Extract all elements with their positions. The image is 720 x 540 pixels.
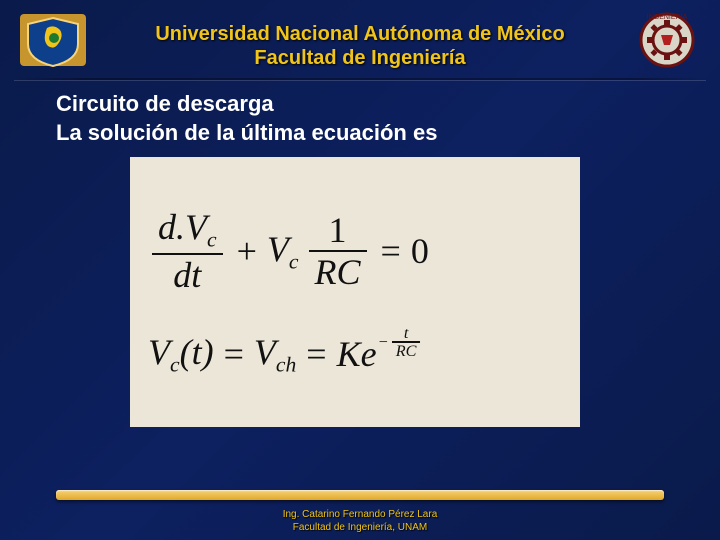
eq1-rhs: 0 [411,230,429,272]
equation-box: d.Vc dt + Vc 1 RC = 0 Vc(t) = Vch = Ke −… [130,157,580,427]
unam-crest [14,10,92,72]
eq2-eq2: = [306,333,326,375]
eq1-num2: 1 [323,210,353,250]
eq2-arg: (t) [180,332,214,372]
body-line-1: Circuito de descarga [56,90,680,119]
eq1-num1: d.V [158,207,207,247]
eq2-v2-sub: ch [276,353,296,377]
footer-text: Ing. Catarino Fernando Pérez Lara Facult… [0,509,720,534]
eq1-den2: RC [309,252,367,292]
eq1-term2-sub: c [289,249,299,273]
eq1-term2: V [267,229,289,269]
equation-1: d.Vc dt + Vc 1 RC = 0 [148,207,562,295]
eq2-exp-sign: − [379,333,388,352]
title-block: Universidad Nacional Autónoma de México … [92,12,628,70]
eq1-den1: dt [167,255,207,295]
eq1-num1-sub: c [207,227,217,251]
university-title: Universidad Nacional Autónoma de México [92,22,628,47]
eq2-v1-sub: c [170,353,180,377]
footer-bar [56,490,664,500]
footer-line-1: Ing. Catarino Fernando Pérez Lara [0,509,720,522]
footer-line-2: Facultad de Ingeniería, UNAM [0,522,720,535]
equation-2: Vc(t) = Vch = Ke − t RC [148,331,562,378]
engineering-crest: INGENIERIA [628,10,706,72]
eq2-eq1: = [224,333,244,375]
eq1-eq: = [381,230,401,272]
eq2-v2: V [254,332,276,372]
eq2-exp-den: RC [392,343,421,359]
svg-text:INGENIERIA: INGENIERIA [647,14,688,21]
body-line-2: La solución de la última ecuación es [56,119,680,148]
eq2-exp-num: t [400,325,413,341]
eq2-base: Ke [337,333,377,375]
eq1-plus: + [237,230,257,272]
eq2-v1: V [148,332,170,372]
slide-header: Universidad Nacional Autónoma de México … [0,0,720,76]
faculty-title: Facultad de Ingeniería [92,47,628,70]
body-text: Circuito de descarga La solución de la ú… [0,80,720,147]
